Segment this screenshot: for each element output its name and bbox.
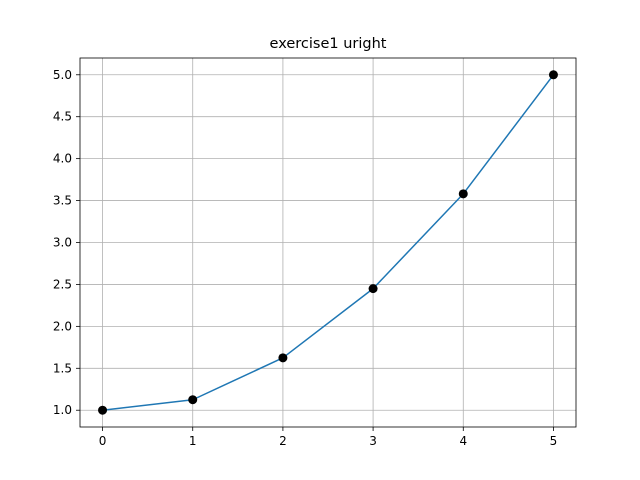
x-tick-label: 4 xyxy=(459,434,467,448)
chart-title: exercise1 uright xyxy=(270,36,387,52)
x-tick-label: 0 xyxy=(99,434,107,448)
series-line xyxy=(102,74,555,411)
data-point xyxy=(368,284,378,294)
y-tick-label: 3.0 xyxy=(53,236,72,250)
y-tick-label: 4.5 xyxy=(53,110,72,124)
x-tick-label: 3 xyxy=(369,434,377,448)
series-layer xyxy=(98,70,558,415)
y-tick-label: 4.0 xyxy=(53,152,72,166)
x-tick-label: 5 xyxy=(550,434,558,448)
data-point xyxy=(278,353,288,363)
data-point xyxy=(98,405,108,415)
x-tick-label: 2 xyxy=(279,434,287,448)
data-point xyxy=(188,395,198,405)
tick-layer: 0 1 2 3 4 5 1.0 1.5 2.0 2.5 3.0 3.5 4.0 4.5 5.0 xyxy=(53,68,557,448)
y-tick-label: 5.0 xyxy=(53,68,72,82)
grid-lines xyxy=(80,58,576,427)
y-tick-label: 1.5 xyxy=(53,361,72,375)
data-point xyxy=(548,70,558,80)
y-tick-label: 1.0 xyxy=(53,403,72,417)
y-tick-label: 2.5 xyxy=(53,277,72,291)
y-tick-label: 3.5 xyxy=(53,194,72,208)
data-point xyxy=(458,189,468,199)
x-tick-label: 1 xyxy=(189,434,197,448)
y-tick-label: 2.0 xyxy=(53,319,72,333)
